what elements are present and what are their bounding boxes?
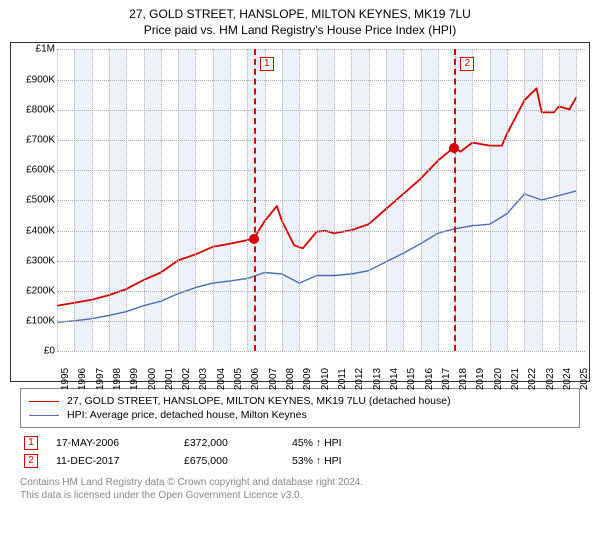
gridline-h [57,351,585,352]
y-axis-label: £300K [13,255,55,266]
gridline-v [317,49,318,351]
y-axis-label: £500K [13,195,55,206]
legend-row-hpi: HPI: Average price, detached house, Milt… [29,408,571,422]
gridline-v [542,49,543,351]
y-axis-label: £700K [13,134,55,145]
y-axis-label: £0 [13,346,55,357]
gridline-v [576,49,577,351]
chart-title: 27, GOLD STREET, HANSLOPE, MILTON KEYNES… [10,6,590,38]
y-axis-label: £800K [13,104,55,115]
gridline-v [490,49,491,351]
gridline-v [299,49,300,351]
gridline-v [351,49,352,351]
sale-pct-2: 53% ↑ HPI [292,455,412,467]
gridline-v [161,49,162,351]
legend-swatch-property [29,401,59,402]
sale-date-1: 17-MAY-2006 [56,437,166,449]
gridline-v [265,49,266,351]
gridline-v [472,49,473,351]
sale-marker-2 [449,143,459,153]
gridline-h [57,140,585,141]
gridline-h [57,321,585,322]
footer-line2: This data is licensed under the Open Gov… [20,489,580,502]
gridline-v [247,49,248,351]
legend-label-property: 27, GOLD STREET, HANSLOPE, MILTON KEYNES… [67,395,451,407]
sales-table: 1 17-MAY-2006 £372,000 45% ↑ HPI 2 11-DE… [20,434,580,470]
gridline-v [369,49,370,351]
y-axis-label: £600K [13,165,55,176]
gridline-v [524,49,525,351]
legend-label-hpi: HPI: Average price, detached house, Milt… [67,409,307,421]
gridline-v [109,49,110,351]
sales-row-1: 1 17-MAY-2006 £372,000 45% ↑ HPI [20,434,580,452]
gridline-v [57,49,58,351]
gridline-h [57,110,585,111]
sales-row-2: 2 11-DEC-2017 £675,000 53% ↑ HPI [20,452,580,470]
gridline-v [230,49,231,351]
sale-pct-1: 45% ↑ HPI [292,437,412,449]
gridline-v [178,49,179,351]
chart-area: £0 £100K £200K £300K £400K £500K £600K £700K £80… [10,42,590,382]
y-axis-label: £1M [13,44,55,55]
sale-label-2: 2 [460,57,474,71]
legend: 27, GOLD STREET, HANSLOPE, MILTON KEYNES… [20,388,580,428]
y-axis-label: £100K [13,316,55,327]
gridline-v [334,49,335,351]
gridline-h [57,170,585,171]
gridline-v [438,49,439,351]
footer: Contains HM Land Registry data © Crown c… [20,476,580,502]
gridline-v [282,49,283,351]
gridline-h [57,200,585,201]
gridline-v [386,49,387,351]
gridline-v [213,49,214,351]
gridline-h [57,80,585,81]
gridline-v [507,49,508,351]
sale-label-1: 1 [260,57,274,71]
gridline-h [57,231,585,232]
title-line1: 27, GOLD STREET, HANSLOPE, MILTON KEYNES… [10,6,590,22]
gridline-v [403,49,404,351]
y-axis-label: £900K [13,74,55,85]
sale-vline-2 [454,49,456,351]
legend-row-property: 27, GOLD STREET, HANSLOPE, MILTON KEYNES… [29,394,571,408]
gridline-h [57,291,585,292]
y-axis-label: £400K [13,225,55,236]
sale-index-box-1: 1 [24,436,38,450]
gridline-v [92,49,93,351]
gridline-v [559,49,560,351]
gridline-v [421,49,422,351]
title-line2: Price paid vs. HM Land Registry's House … [10,22,590,38]
gridline-v [144,49,145,351]
legend-swatch-hpi [29,415,59,416]
gridline-v [195,49,196,351]
y-axis-label: £200K [13,285,55,296]
sale-vline-1 [254,49,256,351]
gridline-v [74,49,75,351]
gridline-v [126,49,127,351]
gridline-h [57,261,585,262]
sale-price-1: £372,000 [184,437,274,449]
gridline-h [57,49,585,50]
sale-price-2: £675,000 [184,455,274,467]
sale-marker-1 [249,234,259,244]
sale-date-2: 11-DEC-2017 [56,455,166,467]
footer-line1: Contains HM Land Registry data © Crown c… [20,476,580,489]
sale-index-box-2: 2 [24,454,38,468]
